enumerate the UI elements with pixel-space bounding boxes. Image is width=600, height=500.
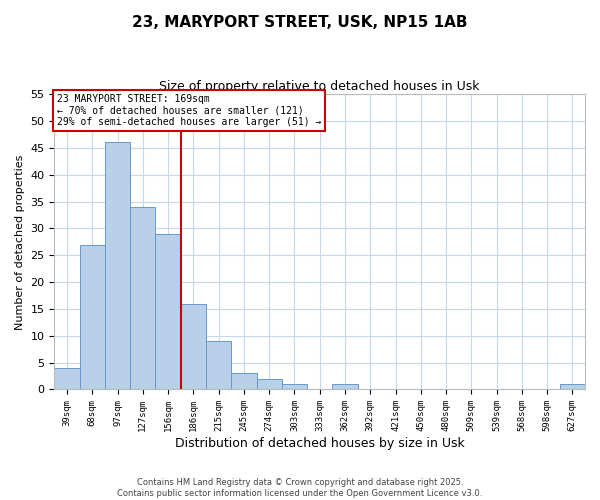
Bar	[560, 384, 585, 390]
Y-axis label: Number of detached properties: Number of detached properties	[15, 154, 25, 330]
Bar	[332, 384, 358, 390]
Bar	[257, 378, 282, 390]
Text: 23 MARYPORT STREET: 169sqm
← 70% of detached houses are smaller (121)
29% of sem: 23 MARYPORT STREET: 169sqm ← 70% of deta…	[57, 94, 322, 128]
Bar	[55, 368, 80, 390]
Bar	[181, 304, 206, 390]
Text: Contains HM Land Registry data © Crown copyright and database right 2025.
Contai: Contains HM Land Registry data © Crown c…	[118, 478, 482, 498]
Bar	[231, 374, 257, 390]
Bar	[155, 234, 181, 390]
Bar	[130, 207, 155, 390]
Bar	[282, 384, 307, 390]
X-axis label: Distribution of detached houses by size in Usk: Distribution of detached houses by size …	[175, 437, 464, 450]
Title: Size of property relative to detached houses in Usk: Size of property relative to detached ho…	[160, 80, 480, 93]
Bar	[80, 244, 105, 390]
Text: 23, MARYPORT STREET, USK, NP15 1AB: 23, MARYPORT STREET, USK, NP15 1AB	[132, 15, 468, 30]
Bar	[206, 341, 231, 390]
Bar	[105, 142, 130, 390]
